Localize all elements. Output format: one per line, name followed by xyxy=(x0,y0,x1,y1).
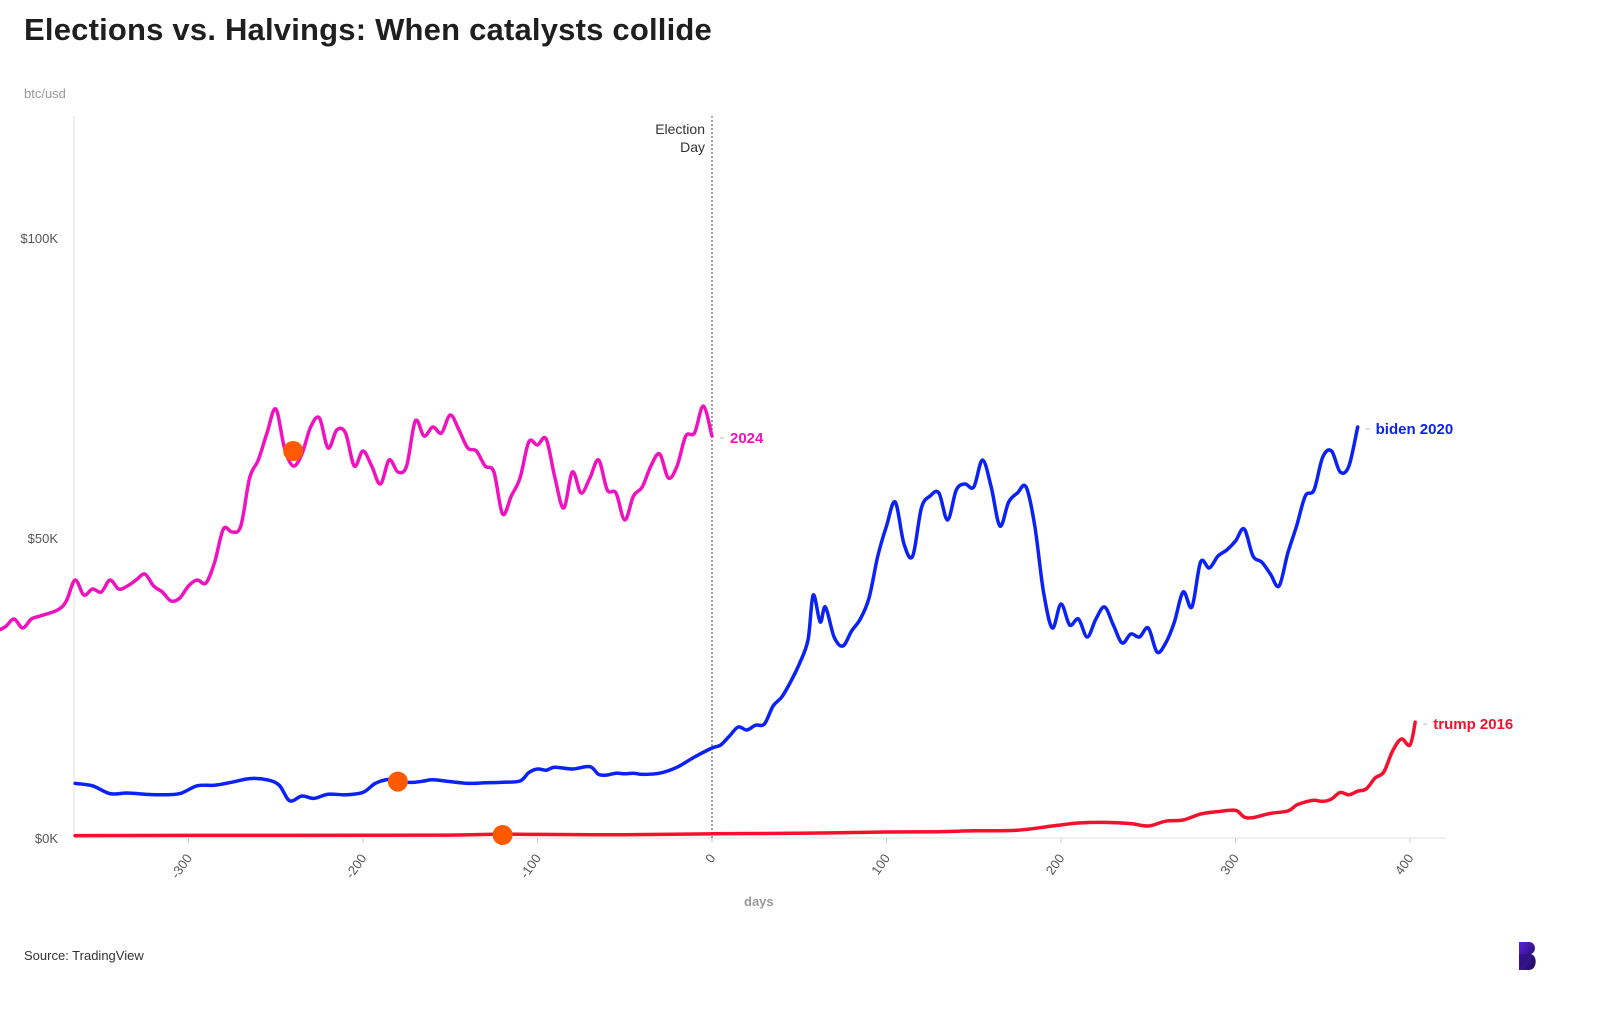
y-tick-label: $0K xyxy=(35,831,58,846)
x-tick-label: 100 xyxy=(868,851,893,877)
source-note: Source: TradingView xyxy=(24,948,144,963)
series-label: trump 2016 xyxy=(1433,716,1513,733)
x-tick-label: 200 xyxy=(1043,851,1068,877)
x-tick-label: 400 xyxy=(1392,851,1417,877)
brand-logo-icon xyxy=(1519,942,1536,970)
election-day-label-line2: Day xyxy=(680,139,705,155)
x-tick-label: 300 xyxy=(1217,851,1242,877)
series-labels-group: 2024 biden 2020 trump 2016 xyxy=(720,421,1513,733)
y-tick-label: $100K xyxy=(20,231,58,246)
x-ticks-group: -300 -200 -100 0 100 200 300 400 xyxy=(168,838,1417,881)
x-tick-label: -300 xyxy=(168,851,195,881)
series-group xyxy=(0,404,1417,838)
y-axis-unit-label: btc/usd xyxy=(24,86,66,101)
chart-title: Elections vs. Halvings: When catalysts c… xyxy=(24,12,712,47)
x-tick-label: -200 xyxy=(342,851,369,881)
halving-markers-group xyxy=(283,441,513,845)
halving-marker-dot xyxy=(387,771,408,792)
series-label: 2024 xyxy=(730,430,764,447)
x-tick-label: 0 xyxy=(702,851,718,866)
y-tick-label: $50K xyxy=(28,531,59,546)
election-day-marker-group: Election Day xyxy=(655,116,713,838)
election-day-label-line1: Election xyxy=(655,121,705,137)
series-line-trump-2016 xyxy=(73,720,1417,838)
x-axis-label: days xyxy=(744,894,774,909)
series-line-biden-2020 xyxy=(73,425,1360,803)
x-tick-label: -100 xyxy=(517,851,544,881)
axes-group xyxy=(73,116,1446,839)
halving-marker-dot xyxy=(492,825,513,845)
series-label: biden 2020 xyxy=(1376,421,1454,438)
y-ticks-group: $0K $50K $100K xyxy=(20,231,58,846)
series-line-2024 xyxy=(0,404,714,632)
halving-marker-dot xyxy=(283,441,304,461)
